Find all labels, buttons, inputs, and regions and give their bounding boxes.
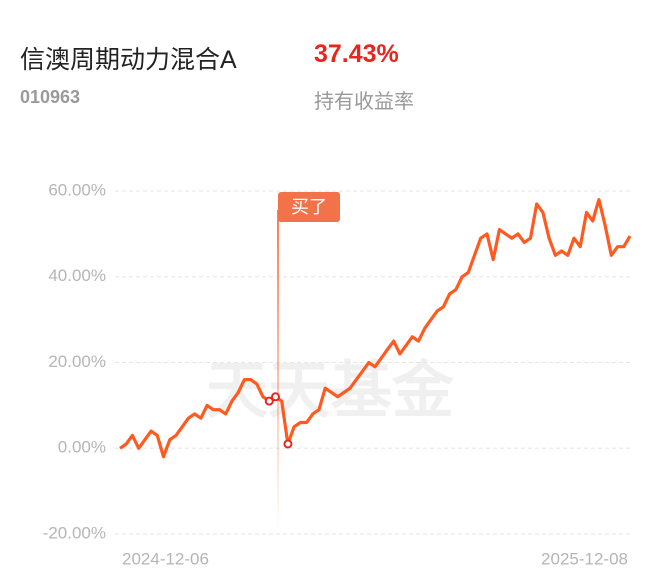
fund-name: 信澳周期动力混合A xyxy=(20,46,237,74)
trade-point xyxy=(264,396,274,406)
return-value: 37.43% xyxy=(314,40,399,68)
y-tick-label: 0.00% xyxy=(58,438,106,457)
y-tick-label: 20.00% xyxy=(48,352,106,371)
return-label: 持有收益率 xyxy=(314,91,414,113)
fund-code: 010963 xyxy=(20,87,81,107)
x-tick-label: 2025-12-08 xyxy=(541,549,628,568)
y-tick-label: 40.00% xyxy=(48,266,106,285)
buy-badge xyxy=(278,192,340,222)
trade-point xyxy=(270,392,280,402)
line-series xyxy=(119,198,632,459)
y-tick-label: -20.00% xyxy=(43,523,106,542)
y-tick-label: 60.00% xyxy=(48,180,106,199)
x-tick-label: 2024-12-06 xyxy=(122,549,209,568)
buy-line xyxy=(277,210,279,530)
buy-label: 买了 xyxy=(291,197,327,217)
trade-point xyxy=(283,439,293,449)
